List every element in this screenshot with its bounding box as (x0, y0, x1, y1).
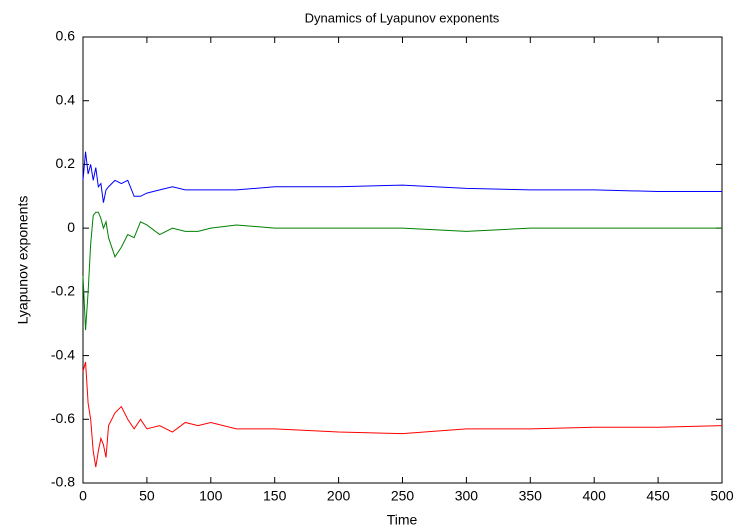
y-tick-label: -0.6 (51, 410, 75, 426)
x-axis-label: Time (387, 512, 418, 528)
x-tick-label: 50 (139, 488, 155, 504)
x-tick-label: 250 (391, 488, 415, 504)
x-tick-label: 350 (519, 488, 543, 504)
y-axis-label: Lyapunov exponents (15, 196, 31, 325)
y-tick-label: 0 (67, 219, 75, 235)
y-tick-label: 0.2 (56, 155, 76, 171)
data-line (82, 151, 722, 203)
x-tick-label: 100 (199, 488, 223, 504)
x-tick-label: 200 (327, 488, 351, 504)
y-tick-label: -0.4 (51, 346, 75, 362)
x-tick-label: 150 (263, 488, 287, 504)
chart-title: Dynamics of Lyapunov exponents (305, 10, 500, 25)
x-tick-label: 450 (646, 488, 670, 504)
data-line (82, 211, 722, 331)
x-tick-label: 300 (455, 488, 479, 504)
y-tick-label: -0.2 (51, 283, 75, 299)
x-tick-label: 400 (583, 488, 607, 504)
data-line (82, 361, 723, 468)
y-tick-label: -0.8 (51, 474, 75, 490)
x-tick-label: 0 (79, 488, 87, 504)
y-tick-label: 0.6 (56, 28, 76, 44)
x-tick-label: 500 (710, 488, 734, 504)
y-tick-label: 0.4 (56, 91, 76, 107)
